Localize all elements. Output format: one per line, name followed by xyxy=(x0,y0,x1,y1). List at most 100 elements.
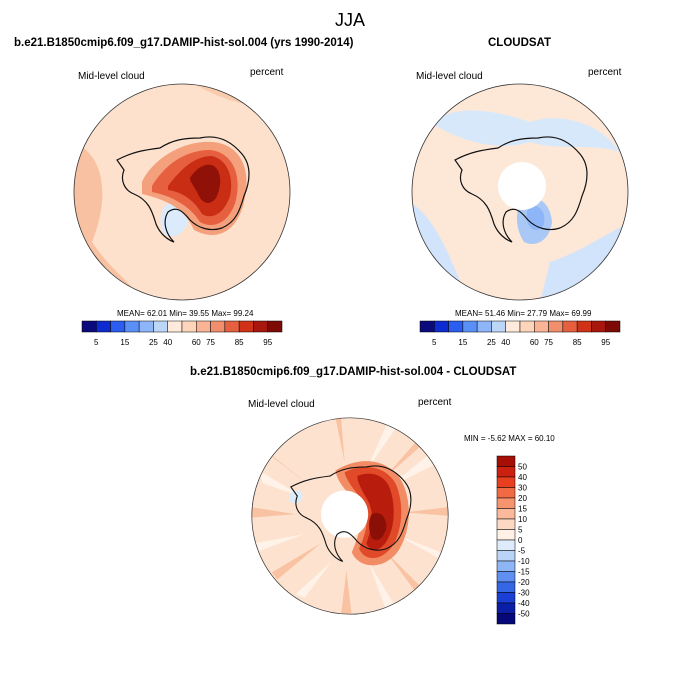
figure-title: JJA xyxy=(334,10,365,30)
panel1-colorbar-swatch xyxy=(96,320,111,333)
panel3-title: b.e21.B1850cmip6.f09_g17.DAMIP-hist-sol.… xyxy=(190,366,517,378)
panel1-mean-value: 62.01 xyxy=(147,309,168,318)
panel1-map-border xyxy=(73,83,291,301)
panel1-colorbar-tick-label: 95 xyxy=(263,338,272,347)
panel1-colorbar-swatch xyxy=(167,320,183,333)
panel2-colorbar: 5 15 25 40 60 75 85 95 xyxy=(419,320,621,347)
panel1-colorbar-tick-label: 75 xyxy=(206,338,215,347)
panel3-colorbar-tick-label: -30 xyxy=(518,589,530,598)
panel1-max-label: Max= xyxy=(211,309,232,318)
panel2-colorbar-swatch xyxy=(562,320,578,333)
panel2-colorbar-swatch xyxy=(519,320,535,333)
panel3-variable-label: Mid-level cloud xyxy=(248,399,315,410)
panel1-colorbar-swatch xyxy=(138,320,154,333)
panel2-colorbar-tick-label: 95 xyxy=(601,338,610,347)
panel1-max-value: 99.24 xyxy=(233,309,254,318)
panel3-colorbar-swatch xyxy=(496,476,516,488)
panel3-colorbar-swatch xyxy=(496,487,516,499)
panel1-colorbar-tick-label: 25 xyxy=(149,338,158,347)
panel2-variable-label: Mid-level cloud xyxy=(416,71,483,82)
panel1-colorbar-swatch xyxy=(267,320,283,333)
panel1-min-label: Min= xyxy=(169,309,187,318)
panel2-colorbar-tick-label: 40 xyxy=(501,338,510,347)
panel3-colorbar-swatch xyxy=(496,466,516,478)
panel3-colorbar-swatch xyxy=(496,455,516,467)
panel1-colorbar-swatch xyxy=(224,320,240,333)
panel3-region-streaks-medium xyxy=(251,417,449,615)
panel1-colorbar-tick-label: 5 xyxy=(94,338,99,347)
panel2-colorbar-tick-label: 85 xyxy=(573,338,582,347)
panel2-region-blue-north xyxy=(430,110,620,152)
panel3-colorbar-tick-label: 50 xyxy=(518,463,527,472)
panel2-colorbar-swatch xyxy=(462,320,478,333)
panel3-colorbar-swatch xyxy=(496,602,516,614)
panel3-map-border xyxy=(251,417,449,615)
panel3-colorbar-tick-label: 0 xyxy=(518,536,523,545)
panel2-mean-value: 51.46 xyxy=(485,309,506,318)
panel3-colorbar-tick-label: 10 xyxy=(518,515,527,524)
panel2-colorbar-swatch xyxy=(548,320,564,333)
panel3-units-label: percent xyxy=(418,397,452,408)
panel3-colorbar-swatch xyxy=(496,508,516,520)
panel3-colorbar-swatch xyxy=(496,529,516,541)
panel3-colorbar-swatch xyxy=(496,550,516,562)
panel3-colorbar-tick-label: -10 xyxy=(518,557,530,566)
panel1-colorbar-swatch xyxy=(253,320,268,333)
panel1-colorbar-swatch xyxy=(81,320,97,333)
panel2-colorbar-swatch xyxy=(419,320,435,333)
panel1-stats: MEAN= 62.01 Min= 39.55 Max= 99.24 xyxy=(117,309,253,318)
panel2-stats: MEAN= 51.46 Min= 27.79 Max= 69.99 xyxy=(455,309,591,318)
panel2-colorbar-swatch xyxy=(448,320,464,333)
panel2-colorbar-tick-label: 25 xyxy=(487,338,496,347)
panel2-colorbar-swatch xyxy=(576,320,592,333)
panel2-colorbar-swatch xyxy=(591,320,606,333)
panel2-max-label: Max= xyxy=(549,309,570,318)
panel2-region-ross-sea-core xyxy=(526,205,545,230)
panel1-colorbar-tick-label: 15 xyxy=(120,338,129,347)
panel2-colorbar-swatch xyxy=(505,320,521,333)
panel3-colorbar-tick-label: -20 xyxy=(518,578,530,587)
panel2-colorbar-swatch xyxy=(605,320,621,333)
panel3-colorbar-tick-label: -15 xyxy=(518,568,530,577)
panel3-colorbar-swatch xyxy=(496,518,516,530)
panel2-units-label: percent xyxy=(588,67,622,78)
panel3-region-east-diff-peak xyxy=(369,513,387,540)
panel1-title: b.e21.B1850cmip6.f09_g17.DAMIP-hist-sol.… xyxy=(14,37,354,49)
panel3-colorbar-tick-label: -50 xyxy=(518,610,530,619)
panel2-region-blue-south xyxy=(412,202,628,300)
panel2-colorbar-swatch xyxy=(434,320,449,333)
panel1-colorbar-swatch xyxy=(124,320,140,333)
panel3-colorbar-tick-label: 20 xyxy=(518,494,527,503)
panel3-colorbar-swatch xyxy=(496,592,516,604)
panel1-mean-label: MEAN= xyxy=(117,309,145,318)
panel3-colorbar-swatch xyxy=(496,497,516,509)
panel1-colorbar-tick-label: 60 xyxy=(192,338,201,347)
panel2-mean-label: MEAN= xyxy=(455,309,483,318)
panel3-max-label: MAX = xyxy=(508,434,533,443)
panel1-polar-map xyxy=(73,83,291,301)
panel1-region-east-peak xyxy=(190,164,221,203)
panel3-colorbar-swatch xyxy=(496,581,516,593)
panel3-colorbar-tick-label: -40 xyxy=(518,599,530,608)
panel3-colorbar-tick-label: 30 xyxy=(518,484,527,493)
panel2-title: CLOUDSAT xyxy=(488,37,552,49)
panel1-colorbar: 5 15 25 40 60 75 85 95 xyxy=(81,320,283,347)
panel2-region-no-data-hole xyxy=(498,162,546,210)
panel3-polar-map xyxy=(251,417,449,615)
panel2-colorbar-swatch xyxy=(534,320,549,333)
panel3-colorbar-tick-label: 15 xyxy=(518,505,527,514)
panel3-colorbar-tick-label: 40 xyxy=(518,473,527,482)
panel2-map-border xyxy=(411,83,629,301)
panel2-min-value: 27.79 xyxy=(527,309,548,318)
panel3-region-coast-blue xyxy=(290,490,303,504)
panel1-colorbar-swatch xyxy=(238,320,254,333)
panel2-colorbar-tick-label: 15 xyxy=(458,338,467,347)
panel2-colorbar-tick-label: 60 xyxy=(530,338,539,347)
panel1-variable-label: Mid-level cloud xyxy=(78,71,145,82)
panel1-units-label: percent xyxy=(250,67,284,78)
panel1-coastline xyxy=(116,136,250,243)
panel2-colorbar-tick-label: 5 xyxy=(432,338,437,347)
panel3-stats: MIN = -5.62 MAX = 60.10 xyxy=(464,434,555,443)
panel1-colorbar-swatch xyxy=(181,320,197,333)
